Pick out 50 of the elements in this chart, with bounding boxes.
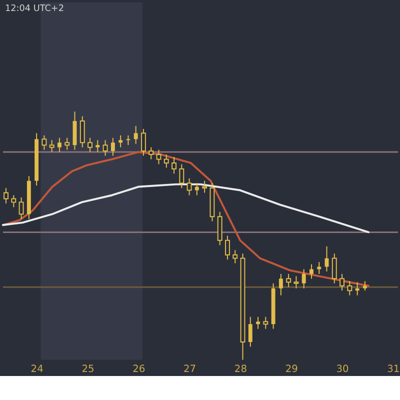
candlestick bbox=[134, 125, 138, 144]
candlestick bbox=[256, 316, 260, 330]
candlestick bbox=[18, 196, 24, 220]
x-tick-label: 28 bbox=[234, 364, 247, 376]
candlestick bbox=[179, 164, 184, 189]
text: 12:04 UTC+2 bbox=[4, 4, 64, 14]
candlestick bbox=[96, 140, 100, 153]
candlestick bbox=[11, 194, 16, 208]
x-tick-label: 31 bbox=[387, 364, 400, 376]
candlestick bbox=[355, 282, 360, 296]
candlestick bbox=[148, 146, 154, 160]
candlestick bbox=[58, 137, 62, 153]
candlestick bbox=[156, 149, 162, 165]
candlestick bbox=[88, 137, 92, 153]
x-tick-label: 24 bbox=[30, 364, 44, 376]
candlestick bbox=[278, 273, 283, 296]
x-tick-label: 30 bbox=[336, 364, 349, 376]
candlestick bbox=[232, 250, 238, 264]
candlestick bbox=[80, 116, 85, 148]
candlestick bbox=[310, 264, 314, 280]
candlestick bbox=[110, 137, 115, 156]
x-tick-label: 25 bbox=[82, 364, 94, 376]
candlestick bbox=[340, 273, 344, 292]
candlestick bbox=[362, 280, 367, 292]
candlestick bbox=[49, 140, 54, 153]
candlestick bbox=[164, 154, 169, 168]
candlestick bbox=[42, 134, 47, 150]
candlestick bbox=[302, 268, 306, 289]
candlestick bbox=[347, 280, 352, 296]
candlestick bbox=[126, 134, 130, 146]
candlestick bbox=[141, 128, 146, 156]
candlestick bbox=[217, 211, 222, 246]
candlestick bbox=[317, 262, 322, 274]
candlestick bbox=[4, 188, 8, 204]
candlestick bbox=[248, 316, 252, 348]
candlestick bbox=[194, 182, 199, 196]
x-tick-label: 27 bbox=[184, 364, 196, 376]
candlestick bbox=[102, 140, 108, 156]
candlestick bbox=[263, 316, 268, 330]
x-tick-label: 26 bbox=[132, 364, 146, 376]
candlestick bbox=[225, 235, 230, 260]
candlestick bbox=[286, 273, 292, 288]
candlestick bbox=[332, 253, 337, 284]
candlestick bbox=[118, 134, 123, 148]
x-tick-label: 29 bbox=[285, 364, 298, 376]
candlestick bbox=[172, 156, 176, 174]
candlestick bbox=[202, 180, 208, 194]
candlestick bbox=[186, 178, 192, 196]
candlestick bbox=[64, 137, 70, 150]
candlestick bbox=[294, 276, 299, 289]
